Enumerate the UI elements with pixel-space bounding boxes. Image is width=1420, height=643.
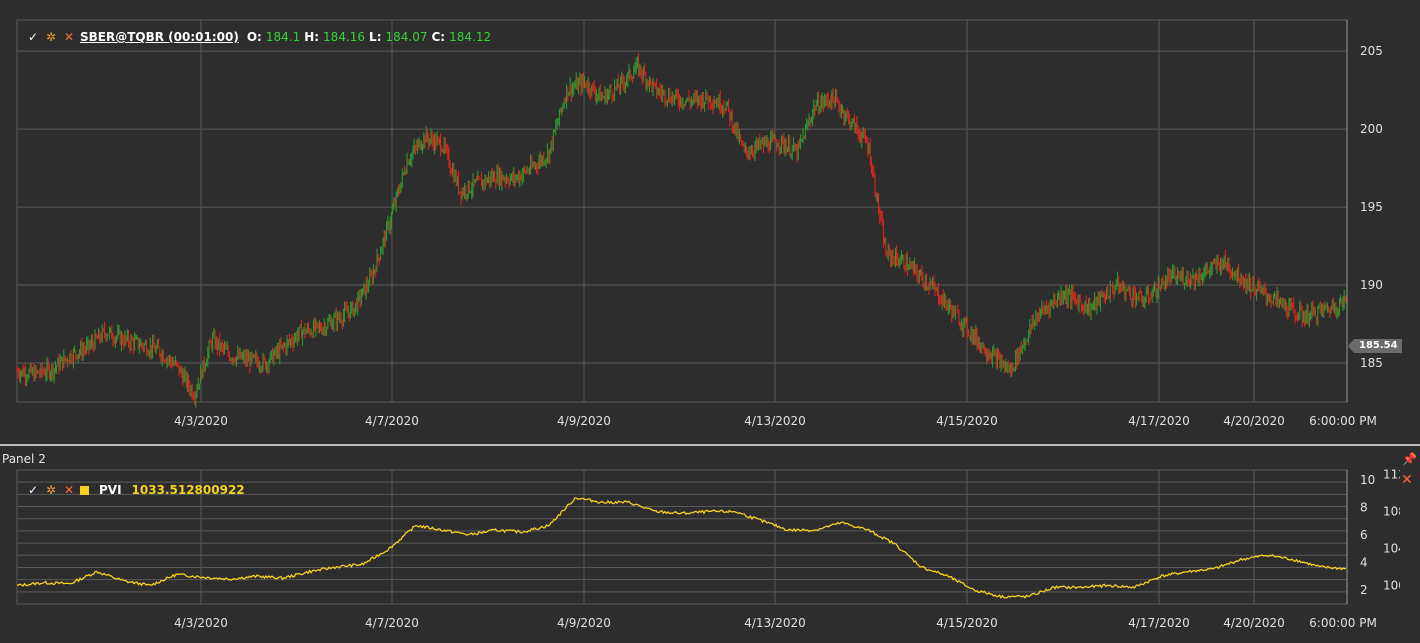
ohlc-high-value: 184.16 [323,30,366,44]
pvi-visibility-check-icon[interactable]: ✓ [27,483,39,497]
panel2-title: Panel 2 [2,452,46,466]
pvi-remove-x-icon[interactable]: ✕ [63,483,75,497]
x-tick-label: 4/7/2020 [365,414,419,428]
settings-gear-icon[interactable]: ✲ [45,30,57,44]
pvi-x-tick-label: 4/9/2020 [557,616,611,630]
y-tick-label: 200 [1360,122,1383,136]
pvi-x-tick-label: 4/13/2020 [744,616,806,630]
pvi-inner-tick: 10 [1360,473,1375,487]
ohlc-high-label: H: [304,30,320,44]
pvi-color-swatch-icon[interactable] [80,485,89,495]
main-axes: 185 190 195 200 205 4/3/2020 4/7/2020 4/9/2020 4… [174,20,1383,428]
pvi-name: PVI [99,483,122,497]
pvi-x-tick-label: 4/3/2020 [174,616,228,630]
x-tick-label: 4/20/2020 [1223,414,1285,428]
pvi-inner-tick: 8 [1360,501,1368,515]
pvi-inner-tick: 2 [1360,583,1368,597]
visibility-check-icon[interactable]: ✓ [27,30,39,44]
x-tick-label: 4/13/2020 [744,414,806,428]
ohlc-open-value: 184.1 [265,30,301,44]
pvi-outer-tick: 1080 [1383,505,1400,519]
main-legend: ✓ ✲ ✕ SBER@TQBR (00:01:00) O: 184.1 H: 1… [26,30,491,44]
x-tick-label: 4/17/2020 [1128,414,1190,428]
y-tick-label: 195 [1360,200,1383,214]
price-chart[interactable]: 185 190 195 200 205 4/3/2020 4/7/2020 4/9/2020 4… [0,0,1420,444]
ohlc-low-label: L: [369,30,382,44]
pvi-value: 1033.512800922 [131,483,245,497]
pvi-inner-tick: 6 [1360,528,1368,542]
pvi-x-tick-label: 6:00:00 PM [1309,616,1377,630]
pvi-x-tick-label: 4/7/2020 [365,616,419,630]
pvi-x-tick-label: 4/20/2020 [1223,616,1285,630]
close-panel-icon[interactable]: ✕ [1401,472,1413,488]
ohlc-low-value: 184.07 [385,30,428,44]
ohlc-close-value: 184.12 [449,30,492,44]
symbol-title[interactable]: SBER@TQBR (00:01:00) [80,30,239,44]
pvi-outer-tick: 1000 [1383,579,1400,593]
pvi-settings-gear-icon[interactable]: ✲ [45,483,57,497]
ohlc-open-label: O: [246,30,262,44]
pvi-series [16,497,1347,599]
pvi-inner-tick: 4 [1360,556,1368,570]
y-tick-label: 205 [1360,44,1383,58]
x-tick-label: 4/15/2020 [936,414,998,428]
pvi-axes: 2 4 6 8 10 1000 1040 1080 1120 4/3/2020 4/7/2020 4/… [174,468,1400,630]
main-grid [16,19,1348,403]
x-tick-label: 4/9/2020 [557,414,611,428]
price-series [16,53,1348,408]
x-tick-label: 6:00:00 PM [1309,414,1377,428]
pvi-line [16,497,1347,599]
last-price-tag: 185.54 [1348,339,1402,353]
pvi-chart[interactable]: 2 4 6 8 10 1000 1040 1080 1120 4/3/2020 4/7/2020 4/… [0,446,1400,643]
panel-splitter[interactable] [0,444,1420,446]
pvi-x-tick-label: 4/15/2020 [936,616,998,630]
ohlc-close-label: C: [431,30,446,44]
pvi-x-tick-label: 4/17/2020 [1128,616,1190,630]
y-tick-label: 190 [1360,278,1383,292]
pvi-outer-tick: 1120 [1383,468,1400,482]
pvi-grid [16,469,1348,605]
remove-x-icon[interactable]: ✕ [63,30,75,44]
pin-icon[interactable]: 📌 [1402,452,1417,466]
pvi-outer-tick: 1040 [1383,542,1400,556]
pvi-legend: ✓ ✲ ✕ PVI 1033.512800922 [26,483,245,497]
y-tick-label: 185 [1360,356,1383,370]
x-tick-label: 4/3/2020 [174,414,228,428]
